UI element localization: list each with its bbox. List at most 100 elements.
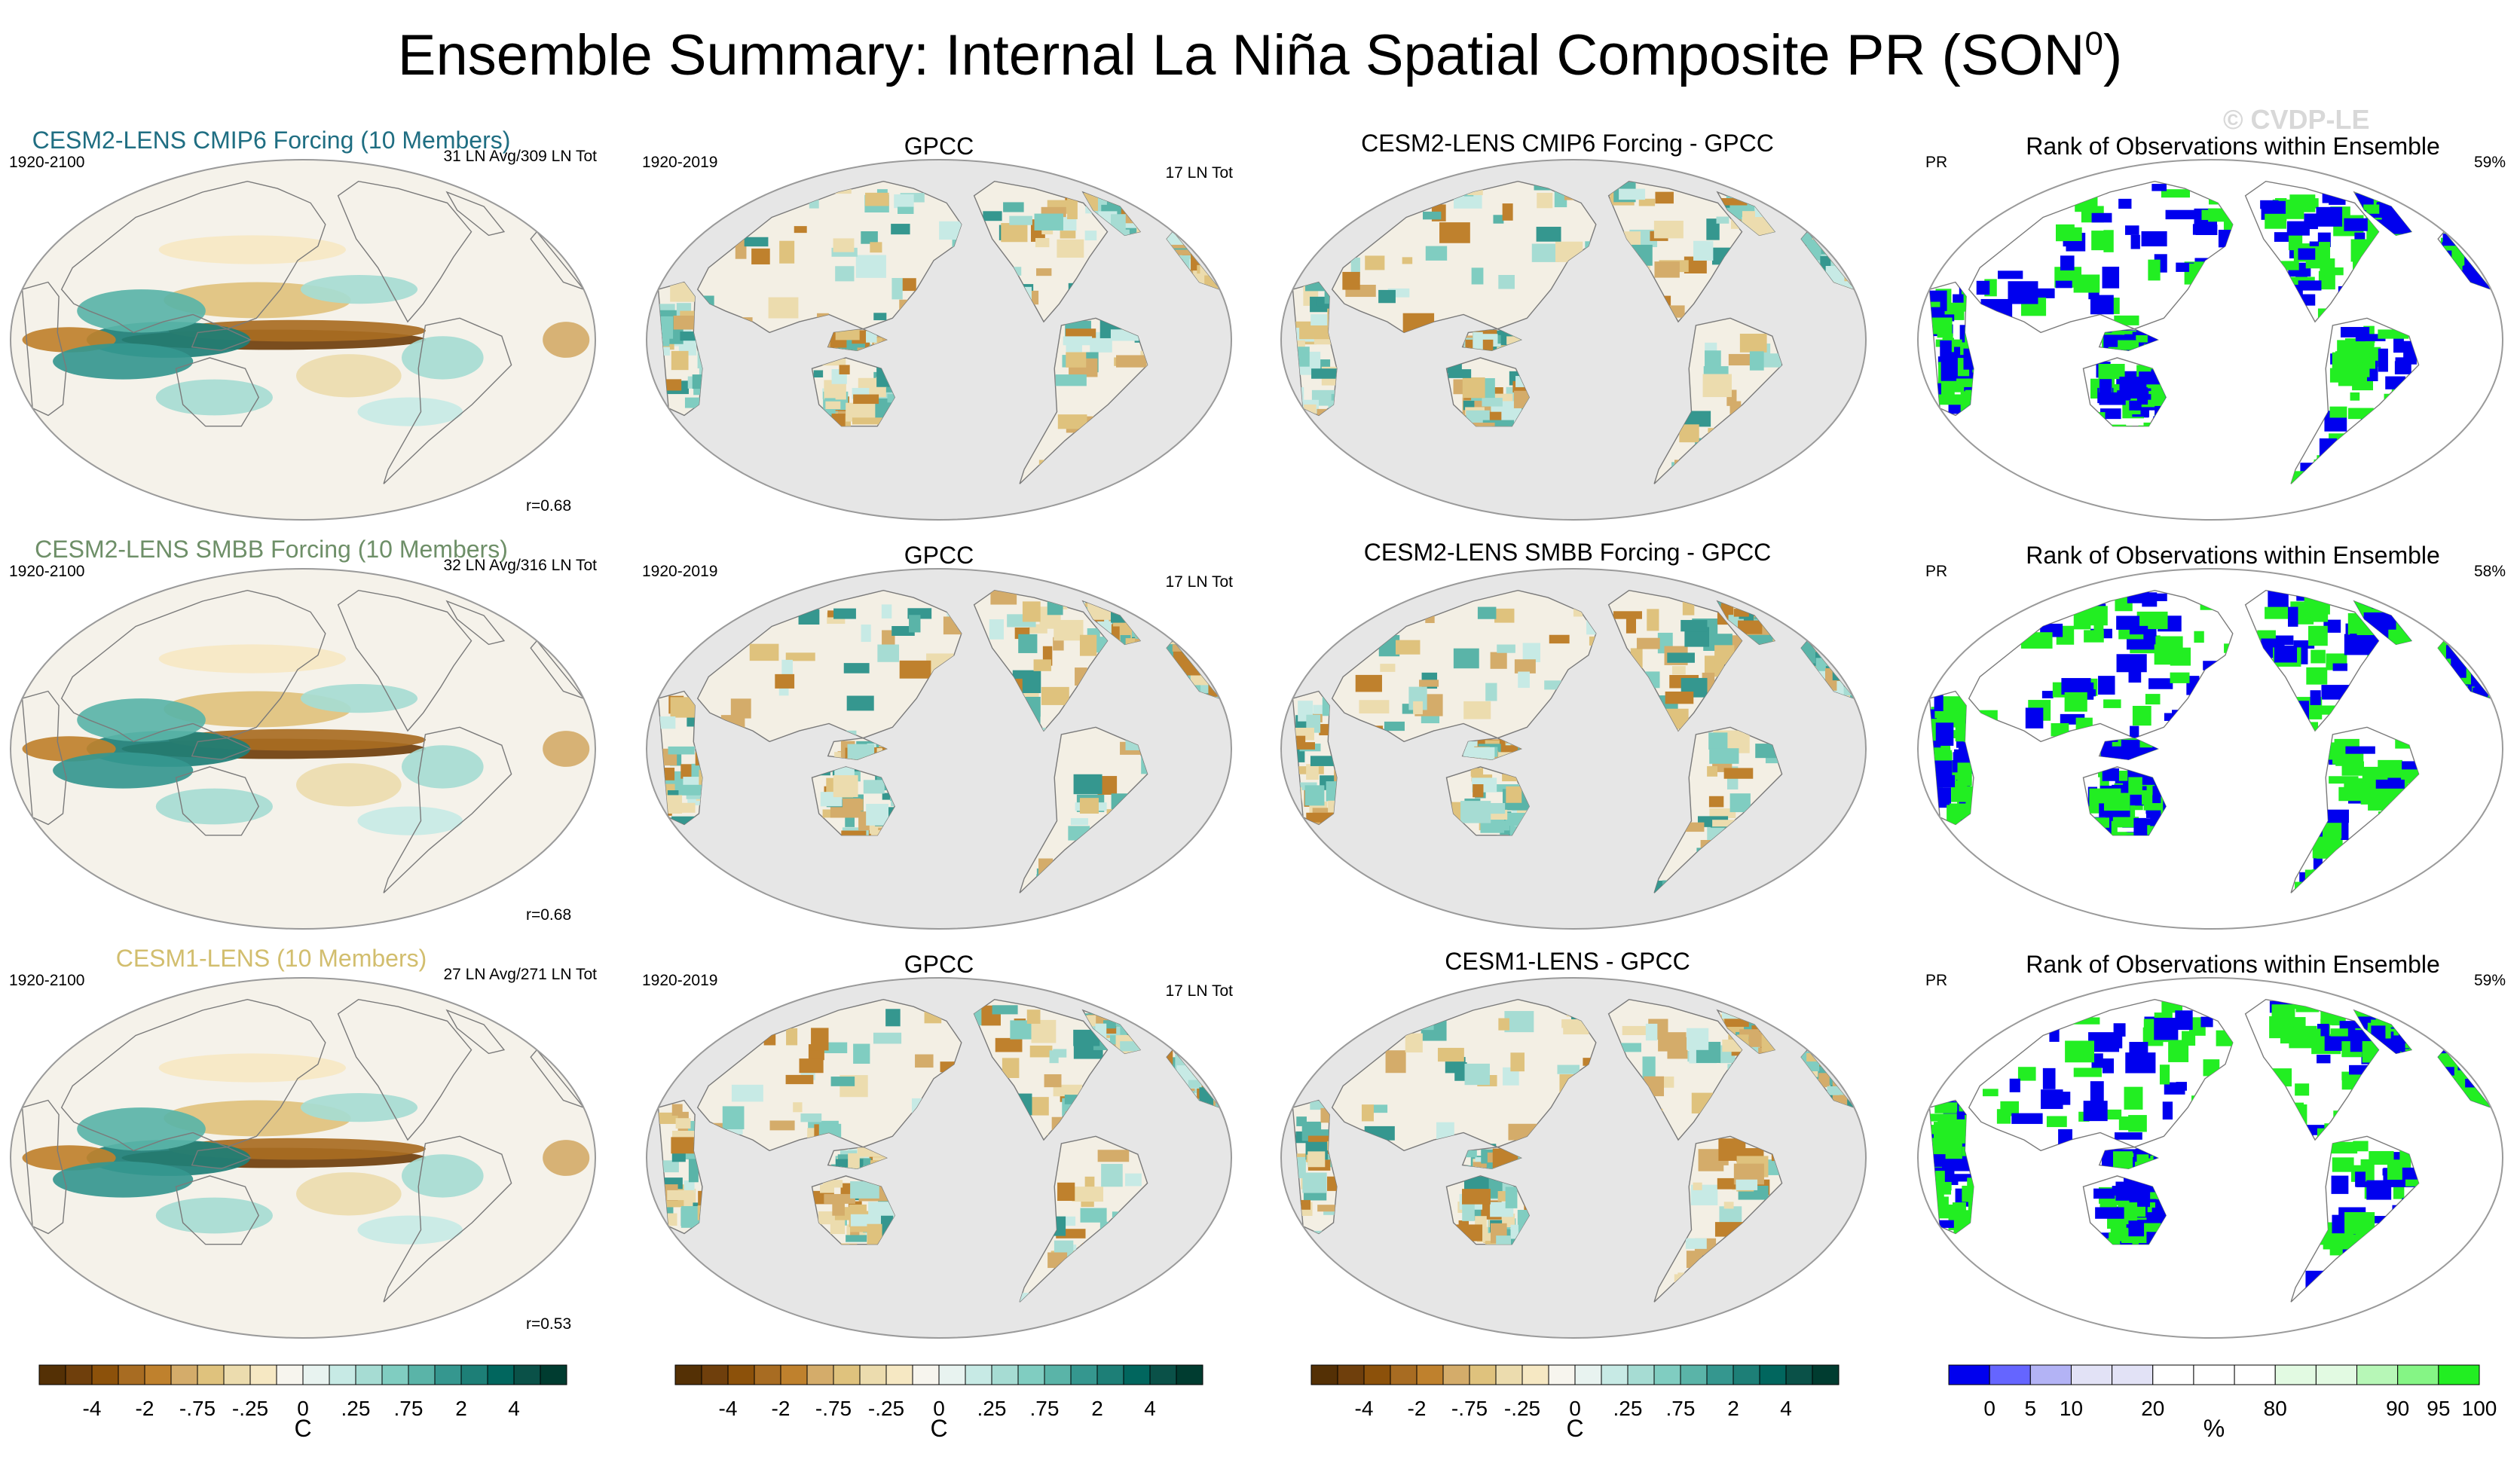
- map-panel-rank-row-1: [1918, 160, 2503, 520]
- colorbar-box: [806, 1364, 834, 1385]
- colorbar-box: [2070, 1364, 2113, 1385]
- colorbar-tick-label: 0: [297, 1397, 309, 1420]
- colorbar-tick-label: -2: [771, 1397, 791, 1420]
- coastline-3: [175, 766, 259, 836]
- colorbar-tick-label: -.75: [1451, 1397, 1488, 1420]
- rank-colorbar: [1948, 1364, 2480, 1385]
- diverging-colorbar-3: [1310, 1364, 1840, 1385]
- colorbar-tick-label: .25: [1613, 1397, 1643, 1420]
- diff-title: CESM2-LENS SMBB Forcing - GPCC: [1363, 539, 1772, 566]
- map-frame: [646, 159, 1232, 521]
- colorbar-box: [513, 1364, 541, 1385]
- colorbar-tick-label: 0: [933, 1397, 945, 1420]
- coastline-5: [383, 726, 512, 893]
- colorbar-box: [487, 1364, 515, 1385]
- coastline-3: [175, 1175, 259, 1245]
- colorbar-box: [1627, 1364, 1655, 1385]
- watermark: © CVDP-LE: [2223, 104, 2370, 135]
- diverging-colorbar-2: [674, 1364, 1203, 1385]
- colorbar-box: [1044, 1364, 1072, 1385]
- colorbar-box: [223, 1364, 251, 1385]
- colorbar-box: [1149, 1364, 1177, 1385]
- rank-variable: PR: [1925, 563, 1948, 580]
- colorbar-box: [460, 1364, 488, 1385]
- colorbar-box: [197, 1364, 225, 1385]
- colorbar-box: [938, 1364, 966, 1385]
- coastline-4: [337, 589, 472, 732]
- map-panel-diff-row-2: [1281, 569, 1866, 929]
- map-frame: [1917, 159, 2503, 521]
- colorbar-box: [1176, 1364, 1203, 1385]
- colorbar-tick-label: .75: [393, 1397, 424, 1420]
- colorbar-box: [1390, 1364, 1418, 1385]
- coastline-4: [337, 180, 472, 323]
- colorbar-box: [276, 1364, 304, 1385]
- ensemble-title: CESM1-LENS (10 Members): [115, 945, 427, 972]
- coastline-8: [191, 1146, 252, 1170]
- colorbar-tick-label: -.25: [1503, 1397, 1541, 1420]
- map-panel-ensemble-row-2: [11, 569, 595, 929]
- pattern-correlation: r=0.68: [526, 497, 572, 515]
- colorbar-tick-label: 95: [2427, 1397, 2451, 1420]
- colorbar-box: [1653, 1364, 1681, 1385]
- colorbar-box: [1706, 1364, 1734, 1385]
- colorbar-box: [1337, 1364, 1365, 1385]
- colorbar-tick-label: 2: [455, 1397, 467, 1420]
- coastline-1: [60, 180, 326, 334]
- coastline-8: [191, 737, 252, 761]
- colorbar-tick-label: -.75: [815, 1397, 852, 1420]
- map-panel-diff-row-3: [1281, 978, 1866, 1338]
- map-frame: [646, 977, 1232, 1339]
- rank-percent: 58%: [2473, 563, 2506, 580]
- colorbar-box: [1442, 1364, 1470, 1385]
- ensemble-count: 32 LN Avg/316 LN Tot: [443, 557, 597, 574]
- map-panel-obs-row-1: [647, 160, 1231, 520]
- map-frame: [646, 568, 1232, 930]
- pattern-correlation: r=0.68: [526, 906, 572, 924]
- colorbar-box: [1948, 1364, 1990, 1385]
- main-title: Ensemble Summary: Internal La Niña Spati…: [397, 23, 2123, 87]
- colorbar-tick-label: -4: [1354, 1397, 1374, 1420]
- rank-title: Rank of Observations within Ensemble: [2026, 542, 2440, 569]
- map-panel-obs-row-2: [647, 569, 1231, 929]
- colorbar-box: [434, 1364, 462, 1385]
- colorbar-tick-label: 0: [1569, 1397, 1581, 1420]
- colorbar-box: [2193, 1364, 2235, 1385]
- colorbar-tick-label: .75: [1665, 1397, 1696, 1420]
- colorbar-tick-label: 90: [2386, 1397, 2410, 1420]
- map-frame: [1280, 568, 1867, 930]
- map-panel-ensemble-row-3: [11, 978, 595, 1338]
- coastline-3: [175, 357, 259, 427]
- coastline-1: [60, 998, 326, 1152]
- colorbar-box: [1812, 1364, 1840, 1385]
- ensemble-title: CESM2-LENS CMIP6 Forcing (10 Members): [32, 127, 511, 154]
- colorbar-box: [912, 1364, 940, 1385]
- colorbar-box: [1521, 1364, 1549, 1385]
- colorbar-box: [1469, 1364, 1497, 1385]
- ensemble-years: 1920-2100: [9, 154, 85, 171]
- colorbar-box: [1732, 1364, 1760, 1385]
- ensemble-years: 1920-2100: [9, 563, 85, 580]
- map-panel-obs-row-3: [647, 978, 1231, 1338]
- coastline-2: [21, 690, 67, 826]
- colorbar-box: [780, 1364, 808, 1385]
- obs-years: 1920-2019: [642, 154, 718, 171]
- map-panel-ensemble-row-1: [11, 160, 595, 520]
- colorbar-box: [91, 1364, 119, 1385]
- map-frame: [10, 977, 596, 1339]
- obs-count: 17 LN Tot: [1165, 573, 1233, 591]
- colorbar-box: [144, 1364, 172, 1385]
- map-frame: [1917, 977, 2503, 1339]
- coastline-2: [21, 1099, 67, 1235]
- colorbar-box: [754, 1364, 781, 1385]
- rank-title: Rank of Observations within Ensemble: [2026, 951, 2440, 978]
- colorbar-box: [408, 1364, 436, 1385]
- obs-count: 17 LN Tot: [1165, 982, 1233, 1000]
- obs-title: GPCC: [904, 542, 974, 569]
- colorbar-box: [1601, 1364, 1629, 1385]
- map-panel-rank-row-2: [1918, 569, 2503, 929]
- map-frame: [1280, 159, 1867, 521]
- colorbar-tick-label: -.75: [179, 1397, 216, 1420]
- coastline-8: [191, 328, 252, 352]
